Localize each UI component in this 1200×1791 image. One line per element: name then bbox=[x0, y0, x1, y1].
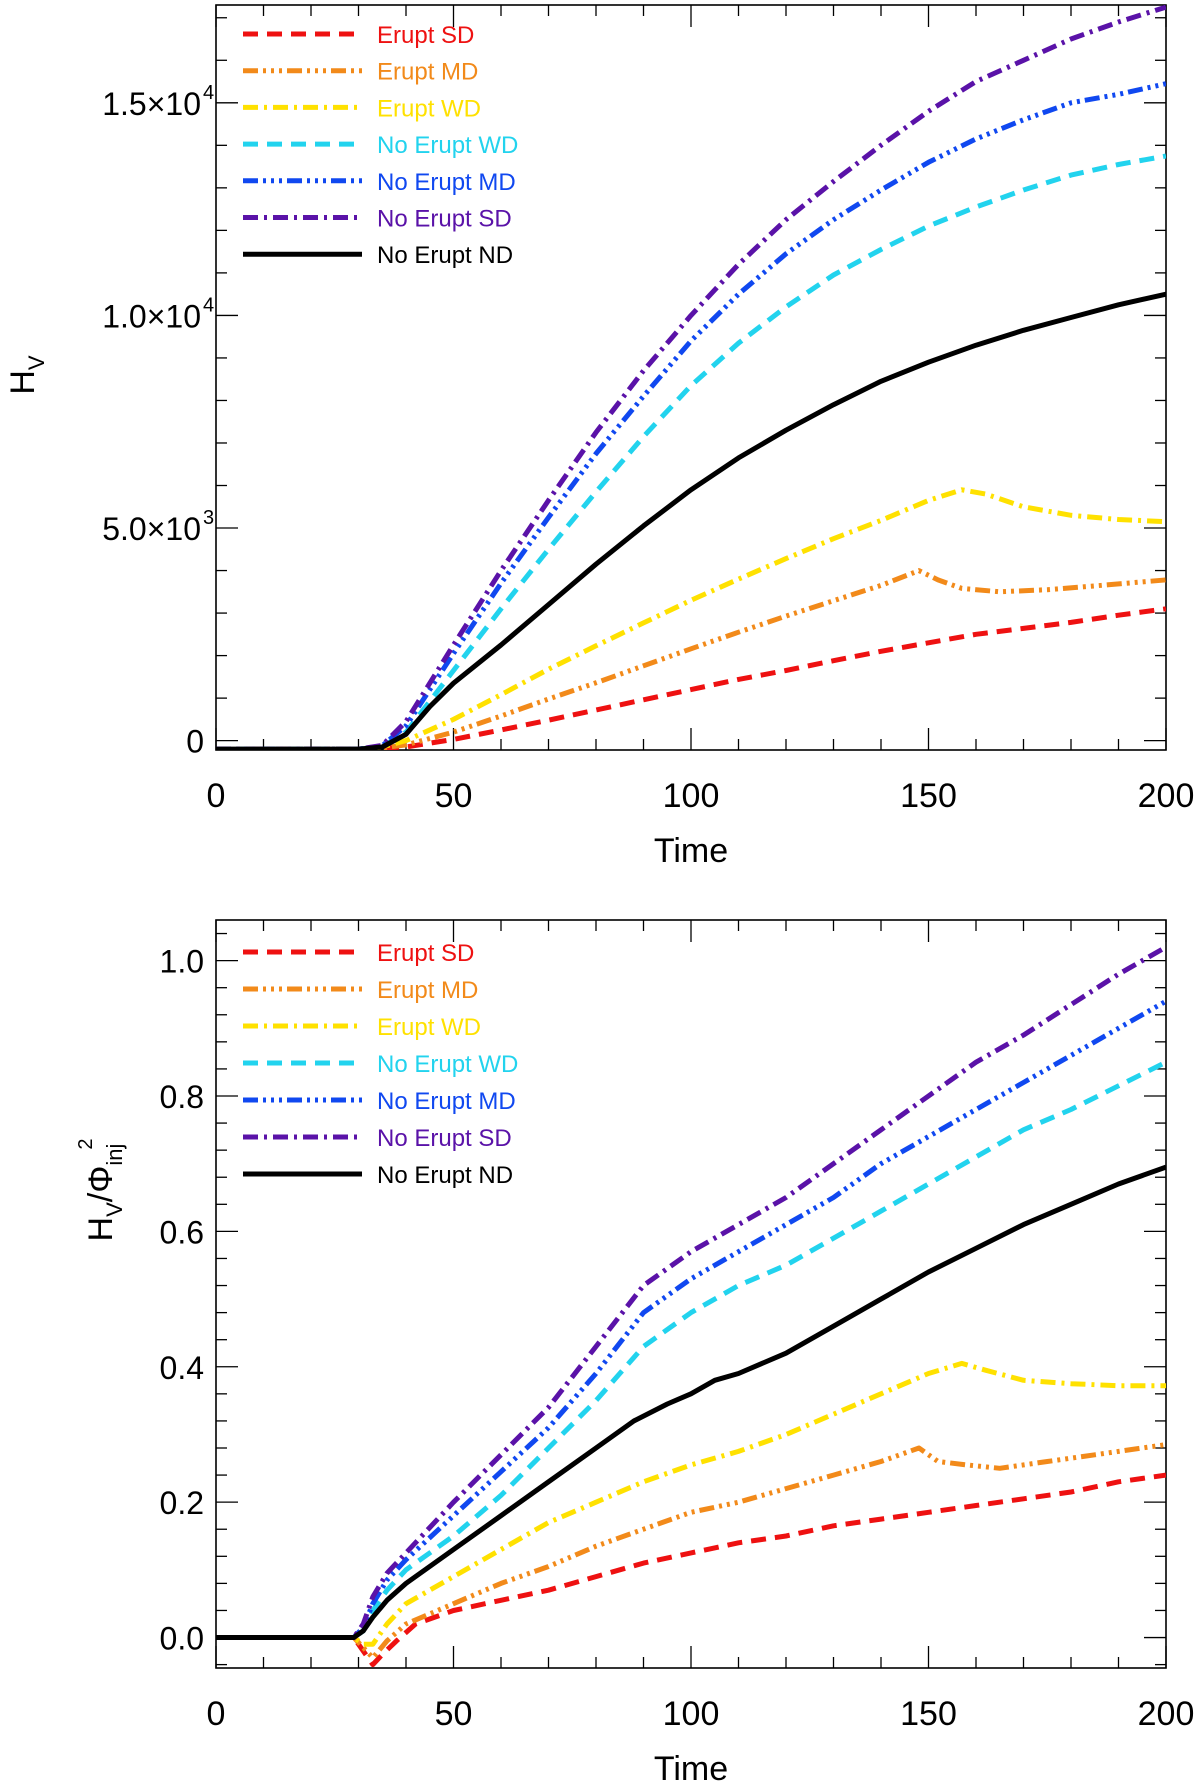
legend-label: No Erupt SD bbox=[377, 1125, 512, 1152]
series-line-erupt-wd bbox=[216, 1360, 1166, 1647]
series-line-no-erupt-md bbox=[216, 999, 1166, 1640]
y-tick-label: 1.5×10 bbox=[102, 86, 201, 122]
bottom-panel: 0 50 100 150 200 Time 0.0 0.2 0.4 0.6 0.8 1.0 HV/Φin… bbox=[75, 919, 1195, 1788]
x-tick-label: 150 bbox=[900, 777, 957, 815]
legend-label: Erupt WD bbox=[377, 95, 481, 122]
legend-label: Erupt MD bbox=[377, 977, 478, 1004]
y-tick-label: 1.0×10 bbox=[102, 298, 201, 334]
series-line-no-erupt-sd bbox=[216, 5, 1166, 750]
y-tick-label: 0.4 bbox=[160, 1350, 204, 1386]
series-line-erupt-wd bbox=[216, 487, 1166, 750]
series-line-no-erupt-wd bbox=[216, 1059, 1166, 1640]
x-tick-label: 200 bbox=[1138, 777, 1195, 815]
top-panel: 0 50 100 150 200Time035.0×1041.0×1041.5×10HV… bbox=[4, 4, 1195, 870]
x-tick-label: 0 bbox=[207, 777, 226, 815]
series-line-no-erupt-wd bbox=[216, 153, 1166, 750]
y-label-main: H bbox=[4, 370, 42, 395]
y-tick-label: 0.0 bbox=[160, 1621, 204, 1657]
y-axis-label-text: HV/Φinj 2 bbox=[75, 1139, 127, 1242]
legend-label: No Erupt WD bbox=[377, 1051, 518, 1078]
y-label-sub: V bbox=[24, 355, 49, 370]
x-tick-label: 50 bbox=[435, 1695, 473, 1733]
series-line-no-erupt-md bbox=[216, 81, 1166, 750]
legend-label: No Erupt ND bbox=[377, 242, 513, 269]
y-tick-label: 0 bbox=[186, 724, 204, 760]
legend-label: No Erupt MD bbox=[377, 1088, 516, 1115]
y-label-den-sup: 2 bbox=[75, 1139, 97, 1150]
series-line-no-erupt-nd bbox=[216, 1164, 1166, 1640]
y-tick-label: 0.6 bbox=[160, 1214, 204, 1250]
legend-label: Erupt SD bbox=[377, 22, 474, 49]
y-label-den-sub: inj bbox=[102, 1144, 127, 1166]
y-tick-exponent: 4 bbox=[203, 294, 214, 316]
x-axis-label: Time bbox=[654, 1750, 728, 1788]
y-tick-exponent: 4 bbox=[203, 82, 214, 104]
legend-label: No Erupt ND bbox=[377, 1162, 513, 1189]
y-tick-exponent: 3 bbox=[203, 507, 214, 529]
x-tick-label: 100 bbox=[663, 777, 720, 815]
series-line-no-erupt-nd bbox=[216, 291, 1166, 750]
series-line-erupt-md bbox=[216, 1442, 1166, 1661]
y-label-den: /Φ bbox=[82, 1166, 120, 1203]
y-label-sub: V bbox=[102, 1202, 127, 1217]
series-line-erupt-sd bbox=[216, 1472, 1166, 1668]
legend-label: No Erupt WD bbox=[377, 132, 518, 159]
series-line-erupt-sd bbox=[216, 606, 1166, 750]
legend-label: Erupt WD bbox=[377, 1014, 481, 1041]
x-tick-label: 150 bbox=[900, 1695, 957, 1733]
series-line-no-erupt-sd bbox=[216, 944, 1166, 1640]
x-tick-label: 100 bbox=[663, 1695, 720, 1733]
y-axis-label-text: HV bbox=[4, 355, 49, 395]
y-tick-label: 1.0 bbox=[160, 944, 204, 980]
legend-label: No Erupt MD bbox=[377, 169, 516, 196]
series-line-erupt-md bbox=[216, 568, 1166, 750]
y-tick-label: 0.8 bbox=[160, 1079, 204, 1115]
series-group bbox=[216, 944, 1166, 1668]
x-tick-label: 50 bbox=[435, 777, 473, 815]
legend-label: Erupt MD bbox=[377, 59, 478, 86]
y-axis-label: HV bbox=[4, 355, 49, 395]
y-tick-label: 5.0×10 bbox=[102, 511, 201, 547]
legend: Erupt SD Erupt MD Erupt WD No Erupt WD No Er… bbox=[243, 940, 518, 1189]
x-axis-label: Time bbox=[654, 832, 728, 870]
x-tick-label: 0 bbox=[207, 1695, 226, 1733]
series-group bbox=[216, 5, 1166, 750]
legend-label: No Erupt SD bbox=[377, 206, 512, 233]
plot-frame bbox=[215, 4, 1167, 751]
y-tick-label: 0.2 bbox=[160, 1485, 204, 1521]
legend: Erupt SD Erupt MD Erupt WD No Erupt WD No Er… bbox=[243, 22, 518, 269]
y-axis-label: HV/Φinj 2 bbox=[75, 1139, 127, 1242]
x-tick-label: 200 bbox=[1138, 1695, 1195, 1733]
legend-label: Erupt SD bbox=[377, 940, 474, 967]
y-label-main: H bbox=[82, 1217, 120, 1242]
